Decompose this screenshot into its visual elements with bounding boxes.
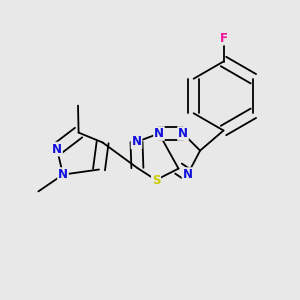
Text: N: N <box>131 135 142 148</box>
Text: N: N <box>52 142 62 156</box>
Text: N: N <box>58 168 68 181</box>
Text: N: N <box>178 127 188 140</box>
Text: N: N <box>154 127 164 140</box>
Text: F: F <box>220 32 227 45</box>
Text: N: N <box>182 168 193 181</box>
Text: S: S <box>152 173 160 187</box>
